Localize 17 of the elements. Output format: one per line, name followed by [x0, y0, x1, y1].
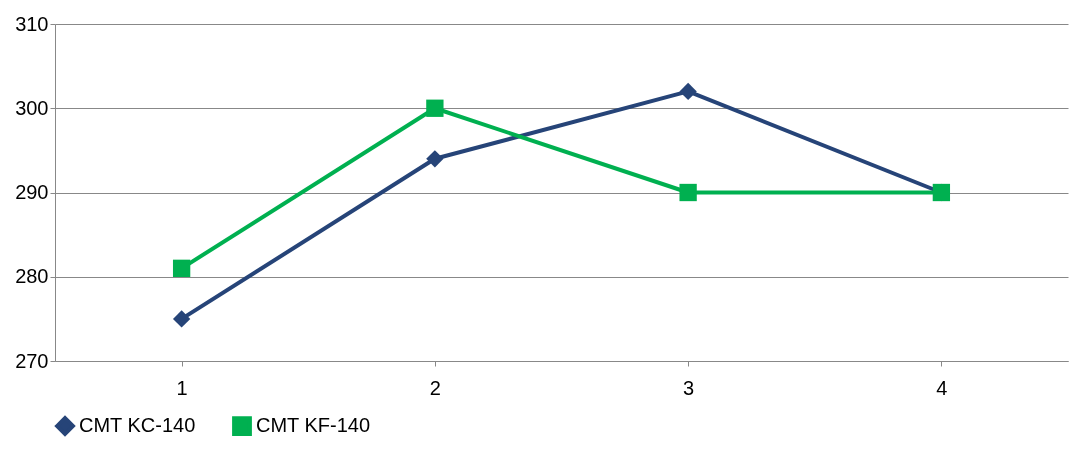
y-tick-label: 290: [15, 181, 49, 203]
point: [426, 99, 444, 117]
point: [679, 183, 697, 202]
x-tick-label: 3: [683, 376, 695, 399]
y-tick-label: 280: [15, 265, 49, 288]
point: [172, 259, 191, 277]
y-tick-label: 310: [15, 12, 49, 35]
legend-label: CMT KC-140: [79, 414, 196, 437]
point: [426, 150, 444, 168]
legend-label: CMT KF-140: [256, 414, 371, 437]
x-tick-label: 4: [936, 376, 948, 399]
x-tick-label: 1: [176, 376, 188, 399]
y-tick-label: 300: [15, 96, 49, 119]
y-tick-label: 270: [15, 349, 49, 372]
point: [172, 310, 191, 328]
x-tick-label: 2: [429, 376, 441, 399]
point: [679, 82, 697, 101]
